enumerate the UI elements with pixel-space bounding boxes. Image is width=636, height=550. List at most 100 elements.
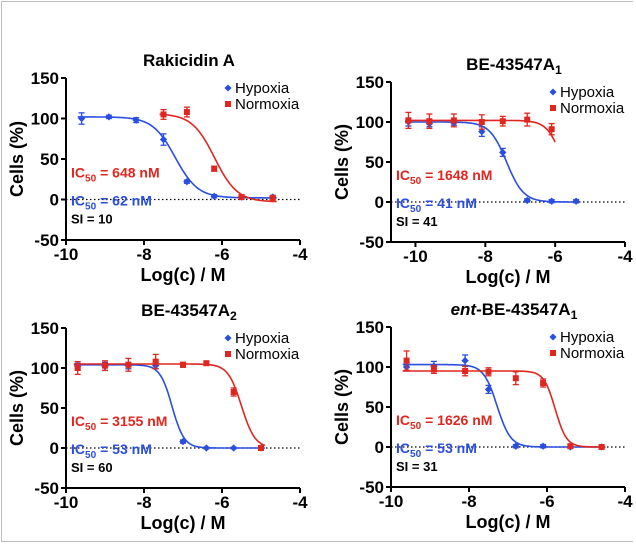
data-point [183, 178, 191, 186]
fit-curve [402, 363, 606, 448]
legend-marker-hypoxia [549, 333, 557, 341]
y-tick-label: 100 [31, 110, 59, 129]
data-point [485, 368, 492, 375]
chart-title: BE-43547A1​ [466, 55, 562, 77]
ic50-normoxia-label: IC50​ = 1648 nM [396, 167, 492, 187]
y-tick-label: -50 [359, 233, 384, 252]
ic50-normoxia-label: IC50​ = 3155 nM [71, 413, 167, 433]
y-tick-label: 150 [356, 318, 384, 337]
series-hypoxia [77, 112, 277, 201]
ic50-hypoxia-label: IC50​ = 53 nM [71, 441, 152, 461]
chart-panel-4: ent-BE-43547A1​ -50 0 50 100 150 -10 -8 -6 -4 Log(… [332, 300, 633, 532]
data-point [183, 109, 190, 116]
y-axis-label: Cells (%) [332, 369, 352, 445]
x-tick-label: -8 [136, 493, 151, 512]
y-tick-label: -50 [34, 231, 59, 250]
data-point [572, 197, 580, 205]
legend-label-hypoxia: Hypoxia [560, 329, 615, 346]
x-tick-label: -6 [548, 247, 563, 266]
y-tick-label: 100 [356, 113, 384, 132]
legend-marker-hypoxia [549, 88, 557, 96]
y-tick-label: 100 [31, 359, 59, 378]
y-tick-label: 0 [375, 438, 384, 457]
data-point [484, 385, 493, 394]
data-point [499, 148, 507, 157]
legend-marker-normoxia [225, 351, 231, 357]
data-point [478, 119, 485, 125]
x-tick-label: -6 [214, 493, 229, 512]
fit-curve [73, 364, 265, 449]
legend-label-hypoxia: Hypoxia [235, 80, 290, 97]
chart-panel-3: BE-43547A2​ -50 0 50 100 150 -10 -8 -6 -4 Log(c) /… [7, 301, 308, 533]
x-axis-label: Log(c) / M [141, 265, 226, 285]
series-normoxia [402, 350, 606, 450]
data-point [179, 437, 187, 446]
legend-marker-normoxia [550, 350, 556, 356]
x-tick-label: -8 [478, 247, 493, 266]
x-tick-label: -8 [136, 245, 151, 264]
data-point [539, 442, 547, 450]
x-tick-label: -4 [617, 247, 633, 266]
y-tick-label: 150 [356, 73, 384, 92]
data-point [230, 444, 238, 452]
x-axis-label: Log(c) / M [141, 513, 226, 533]
fit-curve [73, 363, 266, 447]
legend-label-normoxia: Normoxia [235, 96, 300, 113]
fit-curve [405, 121, 580, 203]
legend-label-hypoxia: Hypoxia [560, 84, 615, 101]
data-point [202, 444, 211, 452]
legend-marker-normoxia [550, 105, 556, 111]
selectivity-index-label: SI = 60 [71, 460, 113, 475]
x-tick-label: -10 [54, 245, 79, 264]
x-tick-label: -8 [461, 492, 476, 511]
data-point [211, 165, 218, 172]
legend-label-normoxia: Normoxia [560, 100, 625, 117]
chart-title: ent-BE-43547A1​ [451, 300, 578, 322]
chart-panel-1: Rakicidin A -50 0 50 100 150 -10 -8 -6 -4 Log(c) /… [7, 51, 308, 285]
y-tick-label: -50 [359, 478, 384, 497]
ic50-hypoxia-label: IC50​ = 41 nM [396, 195, 477, 215]
ic50-normoxia-label: IC50​ = 648 nM [71, 165, 160, 185]
data-point [405, 117, 412, 124]
x-tick-label: -10 [403, 247, 428, 266]
legend-marker-normoxia [225, 101, 231, 107]
data-point [230, 389, 237, 395]
data-point [152, 358, 159, 365]
y-tick-label: 0 [375, 193, 384, 212]
data-point [125, 361, 132, 368]
ic50-hypoxia-label: IC50​ = 53 nM [396, 440, 477, 460]
data-point [238, 194, 245, 201]
y-tick-label: 50 [365, 153, 384, 172]
fit-curve [159, 113, 277, 203]
y-tick-label: 150 [31, 319, 59, 338]
data-point [403, 357, 410, 364]
x-tick-label: -10 [379, 492, 404, 511]
x-tick-label: -10 [54, 493, 79, 512]
fit-curve [77, 116, 277, 199]
data-point [258, 445, 264, 451]
data-point [523, 196, 531, 205]
legend-label-hypoxia: Hypoxia [235, 330, 290, 347]
data-point [547, 197, 556, 205]
y-tick-label: 50 [365, 398, 384, 417]
x-tick-label: -4 [617, 492, 633, 511]
data-point [77, 114, 86, 123]
data-point [512, 442, 520, 450]
y-axis-label: Cells (%) [332, 124, 352, 200]
data-point [598, 444, 605, 450]
data-point [102, 362, 108, 369]
series-normoxia [73, 353, 266, 451]
data-point [430, 366, 437, 373]
y-tick-label: -50 [34, 479, 59, 498]
data-point [74, 365, 81, 371]
legend-label-normoxia: Normoxia [235, 346, 300, 363]
legend-marker-hypoxia [224, 84, 232, 92]
